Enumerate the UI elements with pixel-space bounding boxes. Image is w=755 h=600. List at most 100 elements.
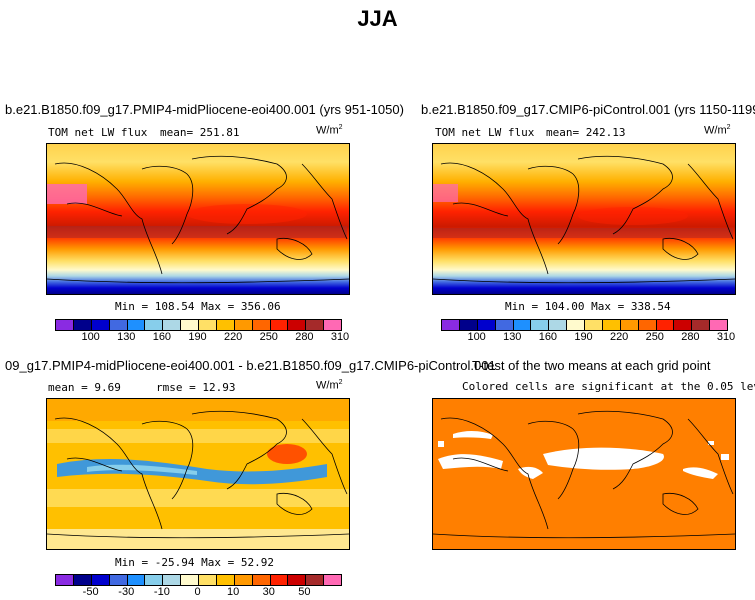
panel3-colorbar-tick-label: -30	[118, 586, 135, 598]
panel2-mean: mean= 242.13	[546, 126, 626, 139]
panel2-colorbar-swatch	[585, 320, 603, 330]
panel3-colorbar-swatch	[216, 575, 235, 585]
panel1-colorbar-swatch	[56, 320, 74, 330]
panel1-colorbar-tick-label: 310	[330, 331, 350, 343]
panel1-colorbar-swatch	[163, 320, 182, 330]
panel1-mean: mean= 251.81	[160, 126, 240, 139]
panel1-colorbar-swatch	[324, 320, 341, 330]
panel2-colorbar-tick-label: 100	[467, 331, 486, 343]
panel1-colorbar-swatch	[181, 320, 199, 330]
panel1-colorbar-tick-label: 190	[188, 331, 207, 343]
panel3-units: W/m2	[316, 379, 343, 392]
panel1-colorbar-swatch	[234, 320, 253, 330]
panel1-colorbar-tick-label: 100	[81, 331, 100, 343]
panel1-map	[46, 143, 350, 295]
panel3-colorbar-tick-label: 30	[262, 586, 275, 598]
panel3-colorbar-swatch	[91, 575, 110, 585]
panel3-colorbar-tick-label: -50	[82, 586, 99, 598]
panel4-subtitle: Colored cells are significant at the 0.0…	[462, 380, 755, 393]
panel3-mean: mean = 9.69	[48, 381, 121, 394]
panel3-colorbar-swatch	[181, 575, 199, 585]
panel3-colorbar-swatch	[288, 575, 307, 585]
panel2-colorbar	[441, 319, 728, 331]
panel3-colorbar-tick-label: 10	[227, 586, 240, 598]
panel3-colorbar-tick-label: 0	[194, 586, 201, 598]
panel3-colorbar	[55, 574, 342, 586]
panel2-colorbar-swatch	[620, 320, 639, 330]
panel2-map	[432, 143, 736, 295]
panel2-colorbar-swatch	[495, 320, 514, 330]
panel1-colorbar-swatch	[270, 320, 289, 330]
panel2-colorbar-tick-label: 310	[716, 331, 736, 343]
figure-title: JJA	[357, 6, 398, 31]
panel2-colorbar-swatch	[638, 320, 657, 330]
panel3-colorbar-swatch	[127, 575, 146, 585]
panel2-colorbar-swatch	[602, 320, 621, 330]
panel1-colorbar-swatch	[73, 320, 92, 330]
panel2-units: W/m2	[704, 124, 731, 137]
panel2-colorbar-swatch	[531, 320, 550, 330]
panel3-colorbar-swatch	[306, 575, 325, 585]
panel3-minmax: Min = -25.94 Max = 52.92	[115, 556, 274, 569]
panel2-colorbar-swatch	[549, 320, 568, 330]
panel1-colorbar-swatch	[127, 320, 146, 330]
panel3-colorbar-swatch	[234, 575, 253, 585]
panel4-title: T-test of the two means at each grid poi…	[472, 358, 711, 373]
panel1-colorbar-tick-label: 250	[259, 331, 278, 343]
panel1-colorbar-labels: 100 130 160 190 220 250 280 310	[55, 331, 349, 345]
panel2-colorbar-swatch	[674, 320, 693, 330]
panel1-colorbar-swatch	[91, 320, 110, 330]
panel2-colorbar-swatch	[442, 320, 460, 330]
panel1-title: b.e21.B1850.f09_g17.PMIP4-midPliocene-eo…	[5, 102, 404, 117]
panel2-colorbar-tick-label: 250	[645, 331, 664, 343]
panel1-colorbar-swatch	[145, 320, 164, 330]
panel1-colorbar-tick-label: 160	[152, 331, 172, 343]
panel3-colorbar-swatch	[252, 575, 271, 585]
panel1-colorbar-swatch	[252, 320, 271, 330]
panel4-map	[432, 398, 736, 550]
panel2-variable: TOM net LW flux	[435, 126, 535, 139]
panel3-rmse: rmse = 12.93	[156, 381, 236, 394]
panel1-colorbar-swatch	[109, 320, 128, 330]
panel2-colorbar-tick-label: 130	[503, 331, 522, 343]
panel1-colorbar-swatch	[199, 320, 217, 330]
panel2-colorbar-tick-label: 190	[574, 331, 593, 343]
panel3-colorbar-labels: -50 -30 -10 0 10 30 50	[55, 586, 340, 600]
panel2-colorbar-tick-label: 220	[609, 331, 629, 343]
panel3-colorbar-swatch	[324, 575, 341, 585]
panel3-colorbar-tick-label: -10	[153, 586, 170, 598]
panel3-map	[46, 398, 350, 550]
panel1-colorbar-tick-label: 280	[295, 331, 314, 343]
panel1-minmax: Min = 108.54 Max = 356.06	[115, 300, 281, 313]
panel3-title: 09_g17.PMIP4-midPliocene-eoi400.001 - b.…	[5, 358, 496, 373]
panel2-colorbar-swatch	[710, 320, 727, 330]
panel2-title: b.e21.B1850.f09_g17.CMIP6-piControl.001 …	[421, 102, 755, 117]
panel1-colorbar-swatch	[306, 320, 325, 330]
panel2-colorbar-tick-label: 160	[538, 331, 558, 343]
panel2-colorbar-labels: 100 130 160 190 220 250 280 310	[441, 331, 735, 345]
panel2-colorbar-swatch	[459, 320, 478, 330]
panel3-colorbar-tick-label: 50	[298, 586, 311, 598]
panel3-colorbar-swatch	[199, 575, 217, 585]
panel1-colorbar-swatch	[288, 320, 307, 330]
panel1-variable: TOM net LW flux	[48, 126, 148, 139]
panel2-minmax: Min = 104.00 Max = 338.54	[505, 300, 671, 313]
panel1-colorbar-tick-label: 220	[223, 331, 243, 343]
panel3-colorbar-swatch	[109, 575, 128, 585]
panel2-colorbar-swatch	[477, 320, 496, 330]
panel1-colorbar	[55, 319, 342, 331]
panel2-colorbar-tick-label: 280	[681, 331, 700, 343]
panel3-colorbar-swatch	[163, 575, 182, 585]
panel3-colorbar-swatch	[270, 575, 289, 585]
panel3-colorbar-swatch	[145, 575, 164, 585]
panel1-colorbar-swatch	[216, 320, 235, 330]
panel3-colorbar-swatch	[73, 575, 92, 585]
panel2-colorbar-swatch	[567, 320, 585, 330]
panel2-colorbar-swatch	[692, 320, 711, 330]
panel2-colorbar-swatch	[513, 320, 532, 330]
panel1-units: W/m2	[316, 124, 343, 137]
panel3-colorbar-swatch	[56, 575, 74, 585]
panel1-colorbar-tick-label: 130	[117, 331, 136, 343]
panel2-colorbar-swatch	[656, 320, 675, 330]
